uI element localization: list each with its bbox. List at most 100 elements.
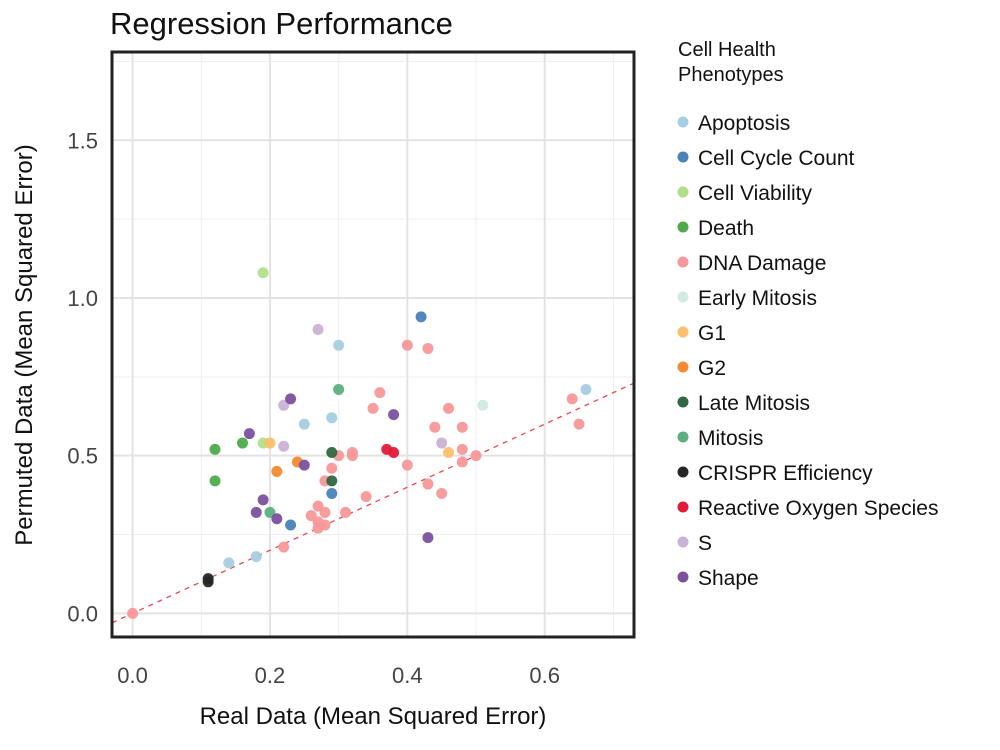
point-death (209, 443, 221, 455)
y-axis-label: Permuted Data (Mean Squared Error) (11, 144, 38, 546)
legend-label-death: Death (698, 217, 754, 240)
legend-title: Cell Health (678, 39, 776, 61)
plot-area: 0.0 0.2 0.4 0.6 0.0 0.5 1.0 1.5 (67, 50, 636, 688)
x-tick-label: 0.0 (117, 663, 148, 688)
legend-marker-apoptosis (677, 116, 689, 128)
point-early-mitosis (477, 399, 489, 411)
legend-marker-reactive-oxygen-species (677, 501, 689, 513)
point-dna-damage (319, 506, 331, 518)
point-dna-damage (422, 342, 434, 354)
legend-label-mitosis: Mitosis (698, 427, 763, 450)
point-shape (257, 494, 269, 506)
point-dna-damage (429, 421, 441, 433)
point-dna-damage (346, 447, 358, 459)
point-dna-damage (319, 519, 331, 531)
reference-line (112, 382, 634, 624)
point-shape (285, 393, 297, 405)
grid (112, 52, 634, 637)
legend-label-dna-damage: DNA Damage (698, 252, 826, 275)
point-s (312, 324, 324, 336)
legend-marker-s (677, 536, 689, 548)
point-dna-damage (456, 443, 468, 455)
legend-marker-early-mitosis (677, 291, 689, 303)
point-dna-damage (436, 488, 448, 500)
point-late-mitosis (326, 447, 338, 459)
point-death (237, 437, 248, 449)
point-crispr-efficiency (202, 573, 214, 585)
point-apoptosis (580, 383, 592, 395)
legend: Cell Health Phenotypes Apoptosis Cell Cycle… (677, 39, 938, 590)
point-shape (388, 409, 400, 421)
y-tick-label: 1.0 (67, 286, 98, 311)
y-tick-label: 0.5 (67, 444, 98, 469)
point-apoptosis (298, 418, 310, 430)
legend-label-late-mitosis: Late Mitosis (698, 392, 810, 415)
point-apoptosis (250, 551, 262, 563)
point-apoptosis (223, 557, 235, 569)
x-tick-label: 0.6 (529, 663, 560, 688)
point-dna-damage (470, 450, 482, 462)
legend-title: Phenotypes (678, 64, 784, 86)
point-shape (298, 459, 310, 471)
point-s (436, 437, 448, 449)
point-shape (271, 513, 283, 525)
legend-marker-death (677, 221, 689, 233)
point-cell-cycle-count (326, 488, 338, 500)
point-s (278, 440, 290, 452)
y-tick-label: 1.5 (67, 128, 98, 153)
legend-marker-shape (677, 571, 689, 583)
x-tick-label: 0.2 (255, 663, 286, 688)
point-mitosis (333, 383, 345, 395)
legend-marker-g1 (677, 326, 689, 338)
point-apoptosis (333, 339, 345, 351)
point-dna-damage (456, 456, 468, 468)
legend-marker-late-mitosis (677, 396, 689, 408)
point-dna-damage (127, 607, 139, 619)
point-dna-damage (573, 418, 585, 430)
legend-marker-mitosis (677, 431, 689, 443)
point-cell-viability (257, 267, 269, 279)
point-dna-damage (340, 506, 352, 518)
point-dna-damage (326, 462, 338, 474)
legend-label-crispr-efficiency: CRISPR Efficiency (698, 462, 873, 485)
point-reactive-oxygen-species (388, 447, 400, 459)
legend-label-g2: G2 (698, 357, 726, 380)
point-dna-damage (278, 541, 290, 553)
point-dna-damage (422, 478, 434, 490)
point-dna-damage (401, 339, 413, 351)
x-tick-label: 0.4 (392, 663, 423, 688)
point-dna-damage (566, 393, 578, 405)
legend-label-shape: Shape (698, 567, 759, 590)
point-g1 (443, 447, 455, 459)
legend-label-apoptosis: Apoptosis (698, 112, 790, 135)
legend-marker-crispr-efficiency (677, 466, 689, 478)
legend-label-reactive-oxygen-species: Reactive Oxygen Species (698, 497, 938, 520)
legend-marker-cell-cycle-count (677, 151, 689, 163)
point-late-mitosis (326, 475, 338, 487)
y-tick-label: 0.0 (67, 601, 98, 626)
point-dna-damage (367, 402, 379, 414)
data-points (127, 267, 592, 619)
point-dna-damage (456, 421, 468, 433)
chart-title: Regression Performance (110, 6, 453, 41)
point-shape (422, 532, 434, 544)
legend-marker-cell-viability (677, 186, 689, 198)
point-shape (243, 428, 255, 440)
point-g1 (264, 437, 276, 449)
legend-marker-dna-damage (677, 256, 689, 268)
point-dna-damage (360, 491, 372, 503)
point-dna-damage (374, 387, 386, 399)
legend-marker-g2 (677, 361, 689, 373)
plot-frame (110, 50, 636, 639)
point-dna-damage (401, 459, 413, 471)
point-g2 (271, 465, 283, 477)
point-cell-cycle-count (415, 311, 427, 323)
legend-label-cell-cycle-count: Cell Cycle Count (698, 147, 855, 170)
x-axis-label: Real Data (Mean Squared Error) (200, 703, 547, 730)
point-cell-cycle-count (285, 519, 297, 531)
legend-label-g1: G1 (698, 322, 726, 345)
legend-label-early-mitosis: Early Mitosis (698, 287, 817, 310)
legend-label-s: S (698, 532, 712, 555)
point-shape (250, 506, 262, 518)
